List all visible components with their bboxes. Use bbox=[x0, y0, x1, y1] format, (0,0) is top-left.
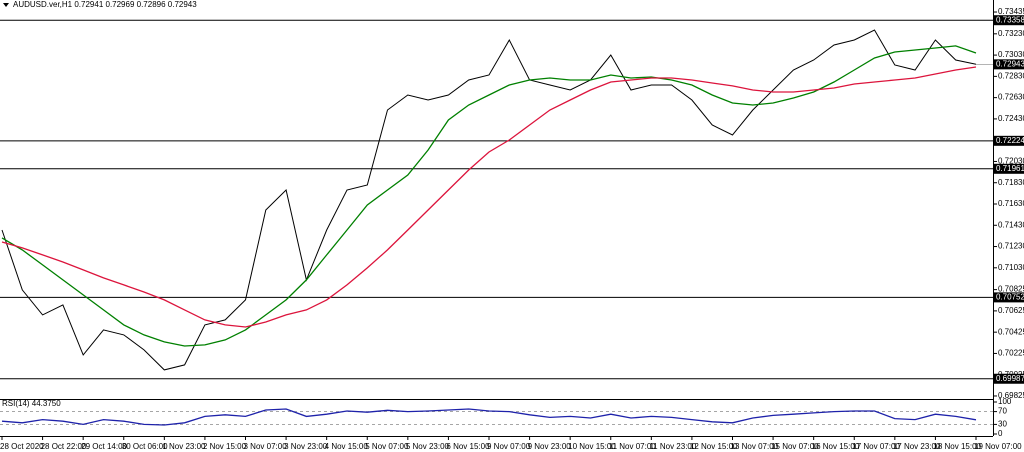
x-tick-label: 9 Nov 23:00 bbox=[528, 442, 572, 451]
y-tick-label: 0.69825 bbox=[998, 391, 1024, 400]
x-tick-label: 29 Oct 14:00 bbox=[81, 442, 127, 451]
y-tick-label: 0.73435 bbox=[998, 7, 1024, 16]
x-tick-label: 5 Nov 23:00 bbox=[406, 442, 450, 451]
x-tick-label: 30 Oct 06:00 bbox=[122, 442, 168, 451]
rsi-tick-label: 30 bbox=[998, 420, 1007, 429]
x-tick-label: 16 Nov 15:00 bbox=[812, 442, 860, 451]
level-label-box bbox=[994, 292, 1024, 303]
y-tick-label: 0.70625 bbox=[998, 306, 1024, 315]
rsi-tick-label: 100 bbox=[998, 397, 1012, 406]
x-tick-label: 5 Nov 07:00 bbox=[365, 442, 409, 451]
x-tick-label: 15 Nov 07:00 bbox=[771, 442, 819, 451]
y-tick-label: 0.70825 bbox=[998, 285, 1024, 294]
y-tick-label: 0.70225 bbox=[998, 349, 1024, 358]
level-label: 0.70752 bbox=[996, 292, 1024, 301]
x-tick-label: 3 Nov 23:00 bbox=[284, 442, 328, 451]
x-tick-label: 11 Nov 23:00 bbox=[649, 442, 697, 451]
level-label: 0.72224 bbox=[996, 136, 1024, 145]
rsi-title: RSI(14) 44.3750 bbox=[2, 399, 61, 408]
x-tick-label: 13 Nov 07:00 bbox=[731, 442, 779, 451]
level-label: 0.69987 bbox=[996, 374, 1024, 383]
rsi-tick-label: 70 bbox=[998, 407, 1007, 416]
x-tick-label: 28 Oct 22:00 bbox=[41, 442, 87, 451]
x-tick-label: 9 Nov 07:00 bbox=[487, 442, 531, 451]
series-line bbox=[1, 66, 977, 328]
level-label-box bbox=[994, 373, 1024, 384]
series-line bbox=[1, 408, 977, 426]
x-tick-label: 18 Nov 15:00 bbox=[933, 442, 981, 451]
x-tick-label: 10 Nov 15:00 bbox=[568, 442, 616, 451]
x-tick-label: 6 Nov 15:00 bbox=[446, 442, 490, 451]
x-tick-label: 17 Nov 07:00 bbox=[852, 442, 900, 451]
rsi-tick-label: 0 bbox=[998, 429, 1003, 438]
x-tick-label: 11 Nov 07:00 bbox=[609, 442, 657, 451]
series-line bbox=[1, 45, 977, 347]
y-tick-label: 0.70425 bbox=[998, 327, 1024, 336]
x-tick-label: 3 Nov 07:00 bbox=[244, 442, 288, 451]
x-tick-label: 28 Oct 2020 bbox=[0, 442, 44, 451]
menu-icon bbox=[3, 3, 9, 7]
level-label: 0.71961 bbox=[996, 164, 1024, 173]
series-line bbox=[1, 29, 977, 371]
level-label-box bbox=[994, 163, 1024, 174]
last-price-label: 0.72943 bbox=[996, 59, 1024, 68]
x-tick-label: 17 Nov 23:00 bbox=[893, 442, 941, 451]
x-tick-label: 4 Nov 15:00 bbox=[325, 442, 369, 451]
level-label-box bbox=[994, 15, 1024, 26]
x-tick-label: 2 Nov 15:00 bbox=[203, 442, 247, 451]
level-label: 0.73358 bbox=[996, 15, 1024, 24]
x-tick-label: 19 Nov 07:00 bbox=[974, 442, 1022, 451]
level-label-box bbox=[994, 135, 1024, 146]
x-tick-label: 12 Nov 15:00 bbox=[690, 442, 738, 451]
x-tick-label: 1 Nov 23:00 bbox=[162, 442, 206, 451]
chart-title: AUDUSD.ver,H1 0.72941 0.72969 0.72896 0.… bbox=[13, 0, 197, 9]
last-price-box bbox=[994, 59, 1024, 70]
